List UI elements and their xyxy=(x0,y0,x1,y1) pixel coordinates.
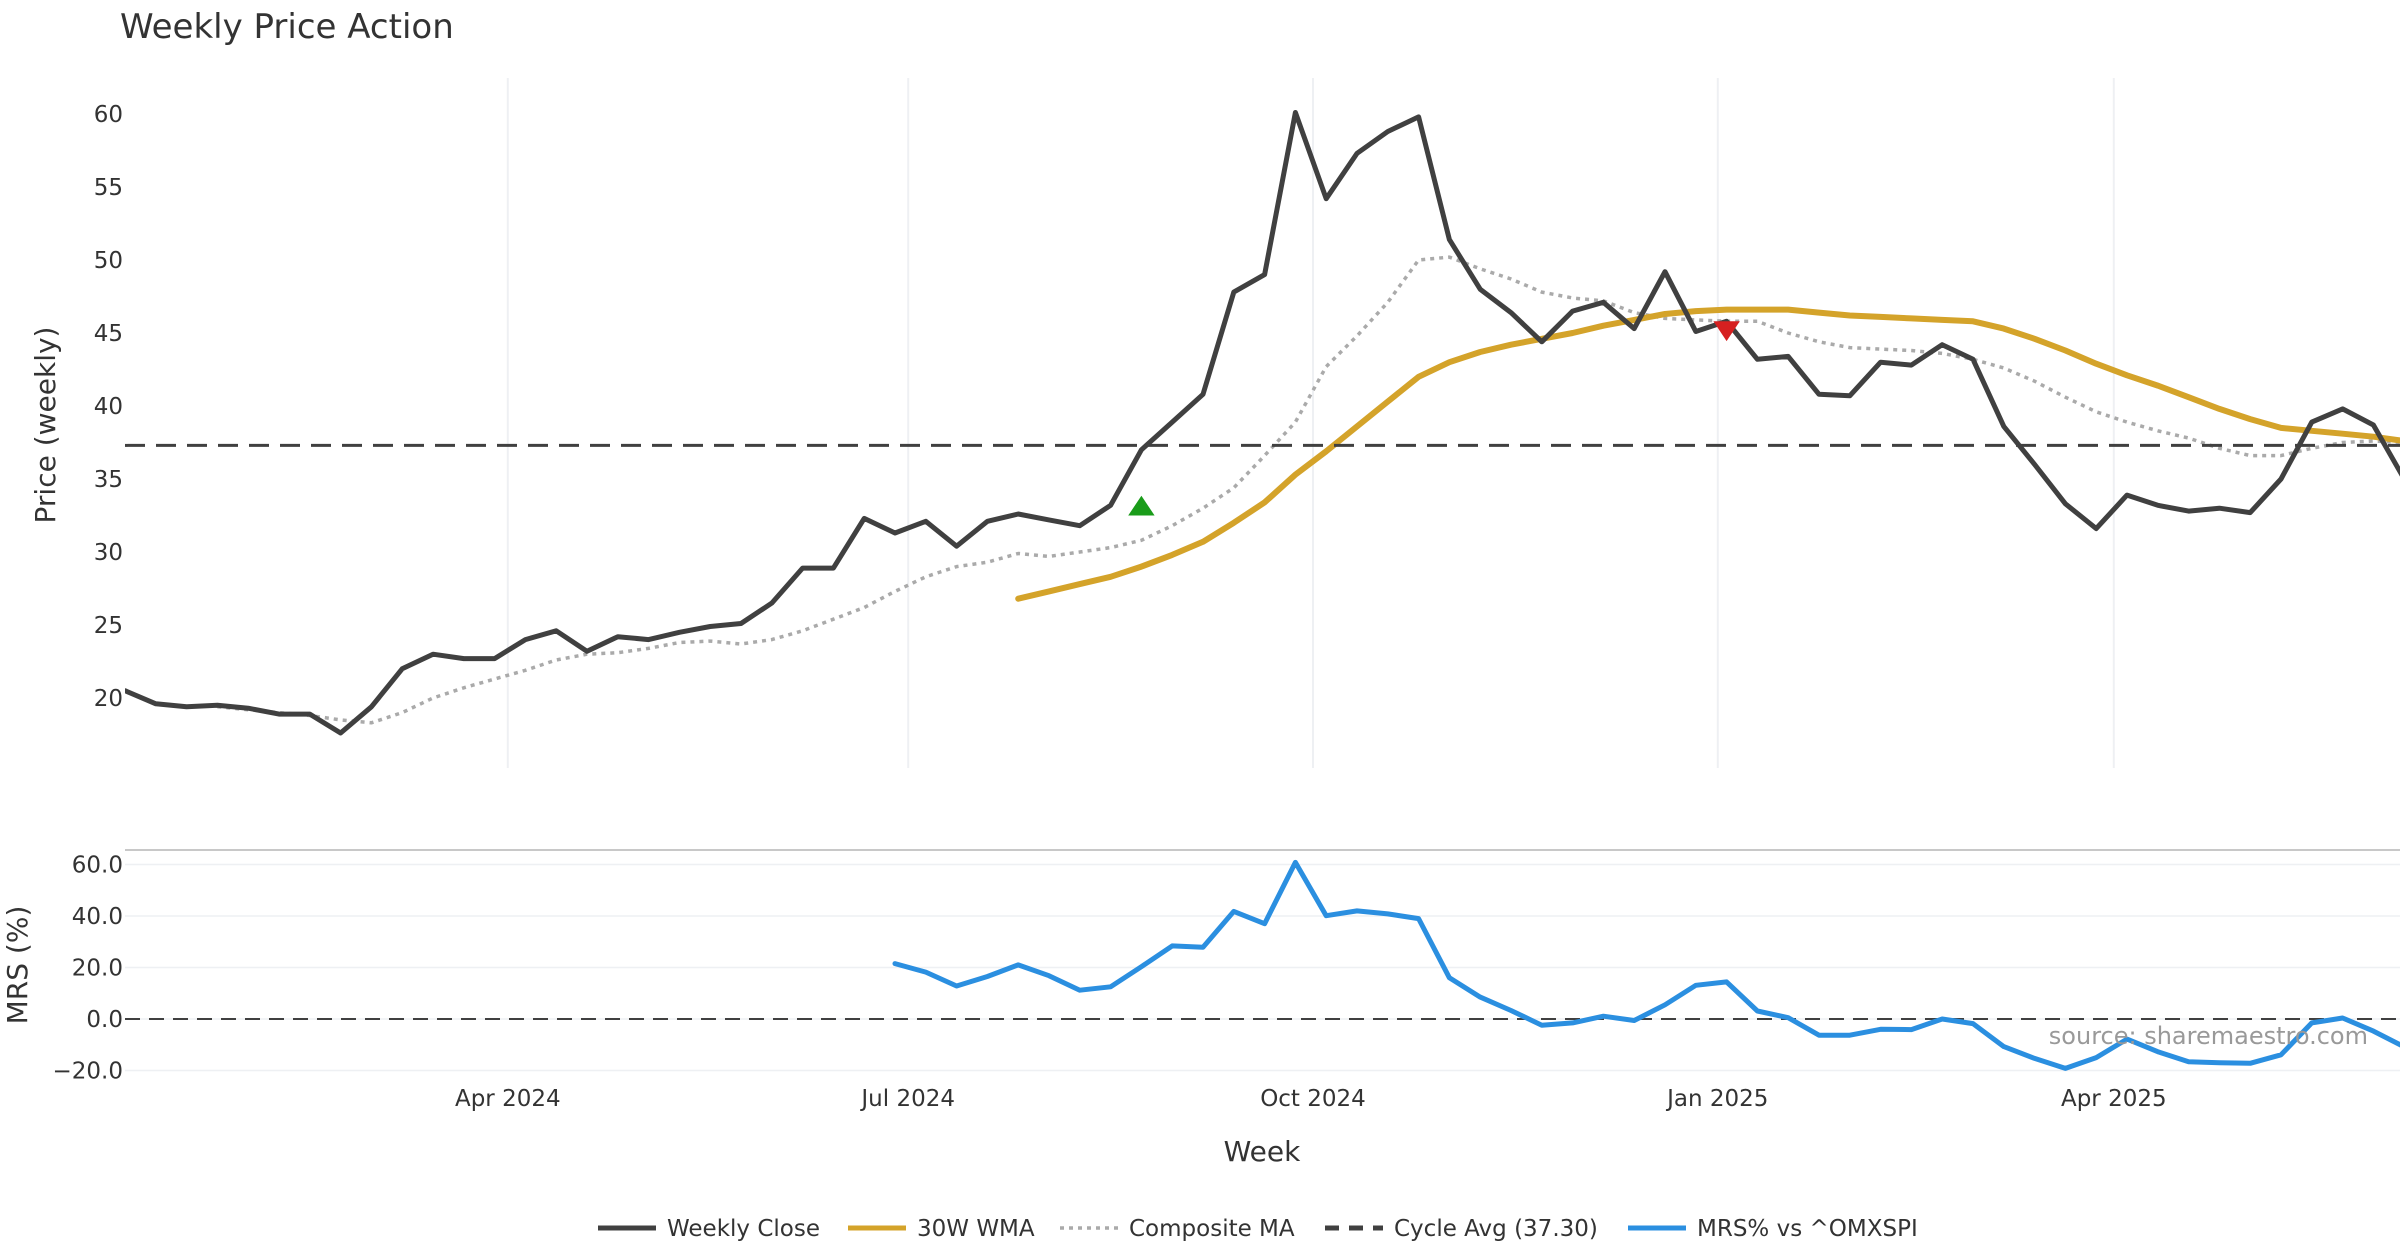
legend-label: Composite MA xyxy=(1129,1216,1295,1242)
mrs-y-axis-title: MRS (%) xyxy=(1,906,34,1025)
x-ticks: Apr 2024 Jul 2024 Oct 2024 Jan 2025 Apr 2025… xyxy=(455,1086,2167,1112)
mrs-series-layer xyxy=(125,859,2400,1071)
legend-label: Cycle Avg (37.30) xyxy=(1394,1216,1598,1242)
x-tick-label: Jan 2025 xyxy=(1665,1086,1768,1112)
legend-label: Weekly Close xyxy=(667,1216,820,1242)
price-chart-title: Weekly Price Action xyxy=(120,7,454,47)
legend-label: 30W WMA xyxy=(917,1216,1035,1242)
legend-item: Composite MA xyxy=(1060,1216,1295,1242)
legend-item: 30W WMA xyxy=(848,1216,1035,1242)
legend: Weekly Close 30W WMA Composite MA Cycle Avg… xyxy=(598,1216,1918,1242)
price-y-tick-label: 50 xyxy=(94,248,123,274)
source-annotation: source: sharemaestro.com xyxy=(2049,1022,2368,1050)
mrs-y-ticks: −20.0 0.0 20.0 40.0 60.0 xyxy=(53,853,123,1085)
series-line-mrs xyxy=(892,859,2400,1071)
signal-markers xyxy=(1128,321,1740,516)
mrs-y-tick-label: −20.0 xyxy=(53,1059,123,1085)
mrs-y-tick-label: 0.0 xyxy=(86,1007,123,1033)
x-tick-label: Oct 2024 xyxy=(1260,1086,1366,1112)
legend-label: MRS% vs ^OMXSPI xyxy=(1697,1216,1918,1242)
price-y-tick-label: 60 xyxy=(94,102,123,128)
sell-signal-marker xyxy=(1713,321,1740,342)
price-y-axis-title: Price (weekly) xyxy=(29,327,62,524)
legend-item: Cycle Avg (37.30) xyxy=(1325,1216,1598,1242)
price-y-tick-label: 30 xyxy=(94,540,123,566)
series-line-30w-wma xyxy=(1015,306,2400,602)
price-y-ticks: 20 25 30 35 40 45 50 55 60 xyxy=(94,102,123,712)
buy-signal-marker xyxy=(1128,495,1155,516)
mrs-grid xyxy=(125,863,2400,1072)
mrs-y-tick-label: 20.0 xyxy=(72,956,123,982)
x-tick-label: Apr 2024 xyxy=(455,1086,561,1112)
price-y-tick-label: 40 xyxy=(94,394,123,420)
series-line-composite-ma xyxy=(217,255,2400,725)
price-grid xyxy=(506,78,2115,768)
price-y-tick-label: 20 xyxy=(94,686,123,712)
x-tick-label: Jul 2024 xyxy=(859,1086,955,1112)
price-series-layer xyxy=(125,110,2400,736)
price-y-tick-label: 35 xyxy=(94,467,123,493)
mrs-y-tick-label: 40.0 xyxy=(72,904,123,930)
price-y-tick-label: 45 xyxy=(94,321,123,347)
price-y-tick-label: 55 xyxy=(94,175,123,201)
legend-item: MRS% vs ^OMXSPI xyxy=(1628,1216,1918,1242)
series-line-weekly-close xyxy=(125,110,2400,736)
mrs-y-tick-label: 60.0 xyxy=(72,853,123,879)
price-y-tick-label: 25 xyxy=(94,613,123,639)
legend-item: Weekly Close xyxy=(598,1216,820,1242)
x-tick-label: Apr 2025 xyxy=(2061,1086,2167,1112)
x-axis-title: Week xyxy=(1224,1135,1301,1168)
